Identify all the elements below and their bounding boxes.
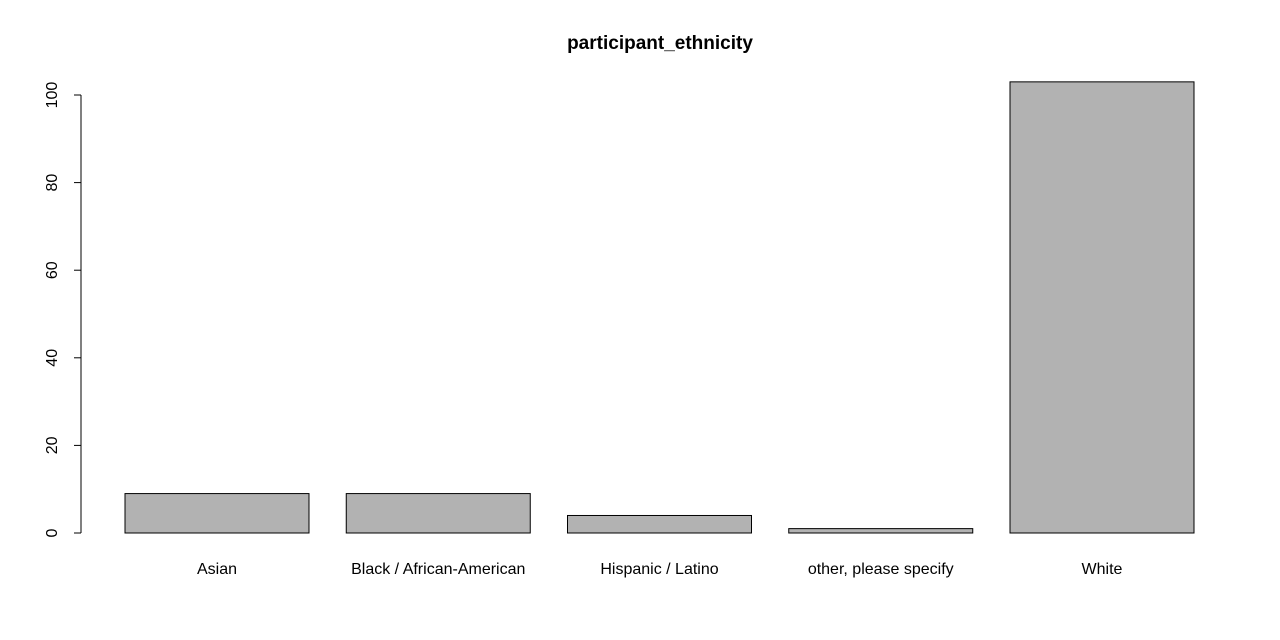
chart-title: participant_ethnicity (567, 33, 753, 54)
bar-0 (124, 493, 310, 534)
bar-3 (788, 528, 974, 534)
y-tick-label: 40 (44, 349, 61, 367)
category-label-1: Black / African-American (351, 561, 525, 578)
y-tick-label: 60 (44, 261, 61, 279)
bar-4 (1009, 81, 1195, 534)
bar-2 (567, 514, 752, 534)
y-tick-label: 20 (44, 436, 61, 454)
y-tick-label: 100 (44, 82, 61, 109)
category-label-3: other, please specify (808, 561, 954, 578)
y-axis-ticks: 0 20 40 60 80 100 (44, 82, 81, 537)
y-tick-label: 0 (44, 528, 61, 537)
category-label-4: White (1082, 561, 1123, 578)
bar-1 (345, 493, 531, 534)
bars (124, 81, 1195, 534)
category-label-0: Asian (197, 561, 237, 578)
category-labels: Asian Black / African-American Hispanic / … (197, 561, 1123, 578)
category-label-2: Hispanic / Latino (600, 561, 718, 578)
y-tick-label: 80 (44, 174, 61, 192)
